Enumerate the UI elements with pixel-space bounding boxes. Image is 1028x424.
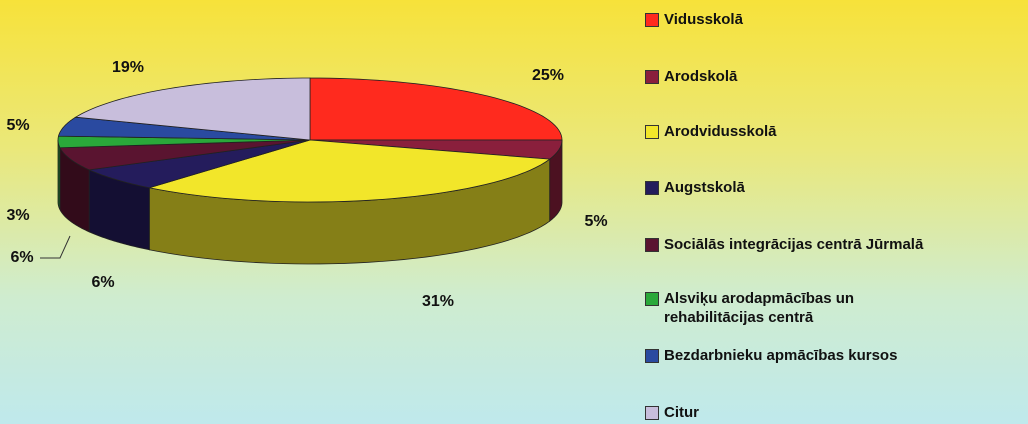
- legend-item: Vidusskolā: [645, 10, 743, 29]
- data-label: 6%: [91, 274, 114, 291]
- chart: 25% 5% 31% 6% 6% 3% 5% 19%: [6, 59, 607, 310]
- legend-label: Augstskolā: [664, 179, 745, 196]
- legend-label: Vidusskolā: [664, 11, 743, 28]
- legend-swatch: [645, 70, 659, 84]
- legend: Vidusskolā Arodskolā Arodvidusskolā Augstsk…: [645, 0, 1028, 424]
- data-label: 5%: [584, 213, 607, 230]
- slice: [59, 139, 311, 171]
- legend-swatch: [645, 181, 659, 195]
- slice-side: [57, 139, 61, 210]
- slice: [309, 77, 563, 141]
- legend-swatch: [645, 349, 659, 363]
- legend-item: Alsviķu arodapmācības un rehabilitācijas…: [645, 289, 899, 327]
- legend-swatch: [645, 125, 659, 139]
- legend-label: Bezdarbnieku apmācības kursos: [664, 347, 898, 364]
- legend-label: Citur: [664, 404, 699, 421]
- slice: [57, 135, 311, 149]
- legend-swatch: [645, 13, 659, 27]
- legend-label: Sociālās integrācijas centrā Jūrmalā: [664, 236, 924, 253]
- slice: [87, 139, 311, 189]
- slice: [57, 116, 311, 141]
- slice: [74, 77, 311, 141]
- legend-swatch: [645, 406, 659, 420]
- legend-item: Arodskolā: [645, 67, 737, 86]
- legend-item: Augstskolā: [645, 178, 745, 197]
- slice: [149, 139, 551, 203]
- legend-swatch: [645, 292, 659, 306]
- legend-item: Bezdarbnieku apmācības kursos: [645, 346, 897, 365]
- data-label: 5%: [6, 117, 29, 134]
- data-label: 19%: [112, 59, 144, 76]
- legend-item: Sociālās integrācijas centrā Jūrmalā: [645, 235, 923, 254]
- legend-label: Alsviķu arodapmācības un rehabilitācijas…: [664, 290, 855, 326]
- leader-line: [40, 235, 71, 259]
- legend-item: Citur: [645, 403, 699, 422]
- legend-item: Arodvidusskolā: [645, 122, 777, 141]
- data-label: 3%: [6, 207, 29, 224]
- legend-label: Arodvidusskolā: [664, 123, 777, 140]
- legend-label: Arodskolā: [664, 68, 738, 85]
- data-label: 31%: [422, 293, 454, 310]
- data-label: 6%: [10, 249, 33, 266]
- data-label: 25%: [532, 67, 564, 84]
- legend-swatch: [645, 238, 659, 252]
